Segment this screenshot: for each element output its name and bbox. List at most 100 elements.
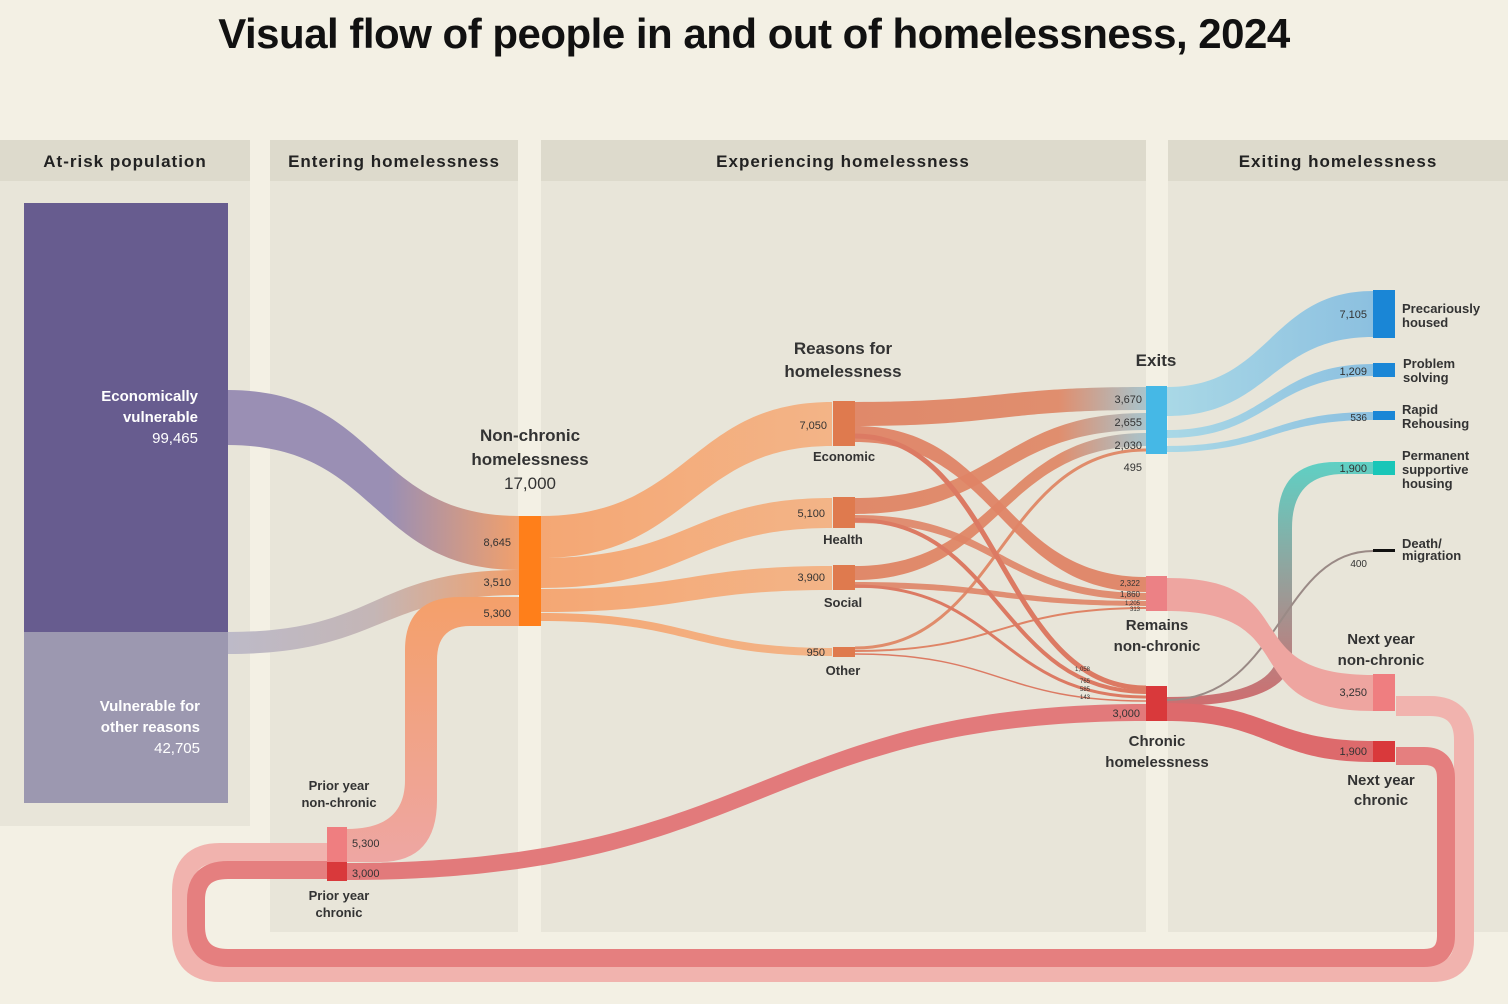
flow-health-to-chronic xyxy=(854,518,1147,694)
value-precarious: 7,105 xyxy=(1339,309,1367,321)
node-economic xyxy=(833,401,855,446)
label-econ-1: Economically xyxy=(101,388,198,405)
label-precarious-1: Precariously xyxy=(1402,301,1481,316)
node-prior-non-chronic xyxy=(327,827,347,862)
label-other-vuln-2: other reasons xyxy=(101,719,200,736)
label-psh-3: housing xyxy=(1402,476,1453,491)
node-economically-vulnerable xyxy=(24,203,228,633)
label-next-ch-1: Next year xyxy=(1347,772,1415,789)
label-econ-2: vulnerable xyxy=(123,409,198,426)
value-other: 950 xyxy=(807,647,825,659)
value-death: 400 xyxy=(1350,559,1367,570)
flow-econ-to-non-chronic xyxy=(228,390,519,570)
node-health xyxy=(833,497,855,528)
node-precarious xyxy=(1373,290,1395,338)
label-health: Health xyxy=(823,532,863,547)
header-at-risk: At-risk population xyxy=(43,152,206,171)
node-vulnerable-other xyxy=(24,632,228,803)
label-exits: Exits xyxy=(1136,351,1177,370)
node-chronic xyxy=(1146,686,1167,721)
label-non-chronic-1: Non-chronic xyxy=(480,426,580,445)
header-exiting: Exiting homelessness xyxy=(1239,152,1438,171)
value-remains-3: 1,205 xyxy=(1125,601,1141,607)
label-next-nc-2: non-chronic xyxy=(1338,652,1425,669)
value-problem: 1,209 xyxy=(1339,366,1367,378)
value-exits-2: 2,655 xyxy=(1114,417,1142,429)
label-precarious-2: housed xyxy=(1402,315,1448,330)
label-rapid-2: Rehousing xyxy=(1402,416,1469,431)
label-psh-2: supportive xyxy=(1402,462,1468,477)
value-chronic-2: 765 xyxy=(1080,679,1091,685)
label-non-chronic-2: homelessness xyxy=(471,450,588,469)
value-other-vuln: 42,705 xyxy=(154,740,200,757)
value-remains-1: 2,322 xyxy=(1120,579,1141,588)
node-psh xyxy=(1373,461,1395,475)
header-experiencing: Experiencing homelessness xyxy=(716,152,970,171)
value-chronic-total: 3,000 xyxy=(1112,708,1140,720)
value-next-nc: 3,250 xyxy=(1339,687,1367,699)
flow-other-to-non-chronic xyxy=(228,570,519,654)
value-next-ch: 1,900 xyxy=(1339,746,1367,758)
flow-exits-to-rapid xyxy=(1167,412,1373,452)
label-next-nc-1: Next year xyxy=(1347,631,1415,648)
value-chronic-4: 143 xyxy=(1080,695,1091,701)
node-remains xyxy=(1146,576,1167,611)
node-next-non-chronic xyxy=(1373,674,1395,711)
flow-nc-to-economic xyxy=(541,402,832,558)
value-nc-from-econ: 8,645 xyxy=(483,537,511,549)
label-chronic-2: homelessness xyxy=(1105,754,1208,771)
flow-economic-to-exits xyxy=(855,387,1146,426)
value-exits-3: 2,030 xyxy=(1114,440,1142,452)
panel-experiencing: Experiencing homelessness xyxy=(541,140,1146,932)
flow-nc-to-social xyxy=(541,566,832,612)
value-prior-ch: 3,000 xyxy=(352,868,380,880)
value-econ: 99,465 xyxy=(152,430,198,447)
value-health: 5,100 xyxy=(797,508,825,520)
value-prior-nc: 5,300 xyxy=(352,838,380,850)
flow-social-to-remains xyxy=(855,582,1146,606)
label-problem-2: solving xyxy=(1403,370,1449,385)
flow-nc-to-health xyxy=(541,498,832,588)
value-nc-from-other: 3,510 xyxy=(483,577,511,589)
flow-remains-to-next-nc xyxy=(1167,578,1373,711)
value-rapid: 536 xyxy=(1350,413,1367,424)
label-remains-2: non-chronic xyxy=(1114,638,1201,655)
label-reasons-2: homelessness xyxy=(784,362,901,381)
node-prior-chronic xyxy=(327,862,347,881)
label-other: Other xyxy=(826,663,861,678)
flow-economic-to-remains xyxy=(855,426,1146,592)
label-reasons-1: Reasons for xyxy=(794,339,893,358)
flow-exits-to-precarious xyxy=(1167,291,1373,416)
label-chronic-1: Chronic xyxy=(1129,733,1186,750)
flow-health-to-exits xyxy=(855,413,1146,514)
flow-loop-next-chronic xyxy=(187,747,1455,967)
value-exits-4: 495 xyxy=(1124,462,1142,474)
label-social: Social xyxy=(824,595,862,610)
label-death-2: migration xyxy=(1402,548,1461,563)
node-non-chronic xyxy=(519,516,541,626)
chart-title: Visual flow of people in and out of home… xyxy=(218,10,1290,57)
label-death-1: Death/ xyxy=(1402,536,1442,551)
value-remains-4: 313 xyxy=(1130,607,1141,613)
flow-nc-to-other xyxy=(541,613,832,656)
flow-loop-next-non-chronic xyxy=(172,696,1474,982)
node-death xyxy=(1373,549,1395,552)
label-prior-ch-2: chronic xyxy=(316,905,363,920)
label-problem-1: Problem xyxy=(1403,356,1455,371)
label-other-vuln-1: Vulnerable for xyxy=(100,698,200,715)
flow-chronic-to-next-ch xyxy=(1167,703,1373,762)
node-social xyxy=(833,565,855,590)
value-nc-from-prior: 5,300 xyxy=(483,608,511,620)
value-chronic-1: 1,058 xyxy=(1075,667,1091,673)
flow-chronic-to-death xyxy=(1166,550,1374,701)
value-remains-2: 1,860 xyxy=(1120,590,1141,599)
flow-exits-to-problem xyxy=(1167,364,1373,438)
flow-other-to-chronic xyxy=(854,653,1147,702)
node-exits xyxy=(1146,386,1167,454)
label-prior-nc-2: non-chronic xyxy=(301,795,376,810)
flow-health-to-remains xyxy=(855,515,1146,600)
flow-prior-to-non-chronic xyxy=(347,597,519,862)
label-next-ch-2: chronic xyxy=(1354,792,1408,809)
label-economic: Economic xyxy=(813,449,875,464)
